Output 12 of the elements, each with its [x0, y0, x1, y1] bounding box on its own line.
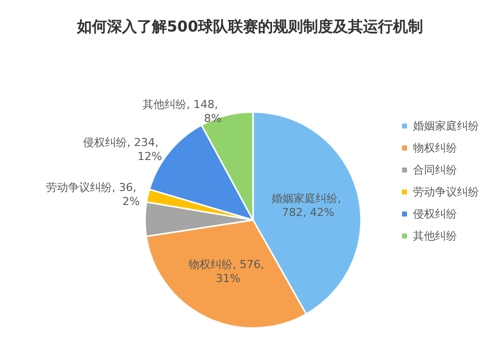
legend-label: 合同纠纷 [413, 164, 457, 176]
legend-label: 物权纠纷 [413, 142, 457, 154]
data-label: 侵权纠纷, 234, 12% [82, 136, 162, 163]
legend-label: 其他纠纷 [413, 230, 457, 242]
data-label: 劳动争议纠纷, 36, 2% [46, 181, 140, 208]
legend-label: 劳动争议纠纷 [413, 186, 479, 198]
chart-title: 如何深入了解500球队联赛的规则制度及其运行机制 [76, 18, 424, 36]
data-label: 其他纠纷, 148, 8% [142, 98, 222, 125]
legend-label: 侵权纠纷 [413, 208, 457, 220]
legend-label: 婚姻家庭纠纷 [413, 120, 479, 132]
data-label: 婚姻家庭纠纷, 782, 42% [272, 192, 345, 219]
data-label: 物权纠纷, 576, 31% [188, 258, 268, 285]
